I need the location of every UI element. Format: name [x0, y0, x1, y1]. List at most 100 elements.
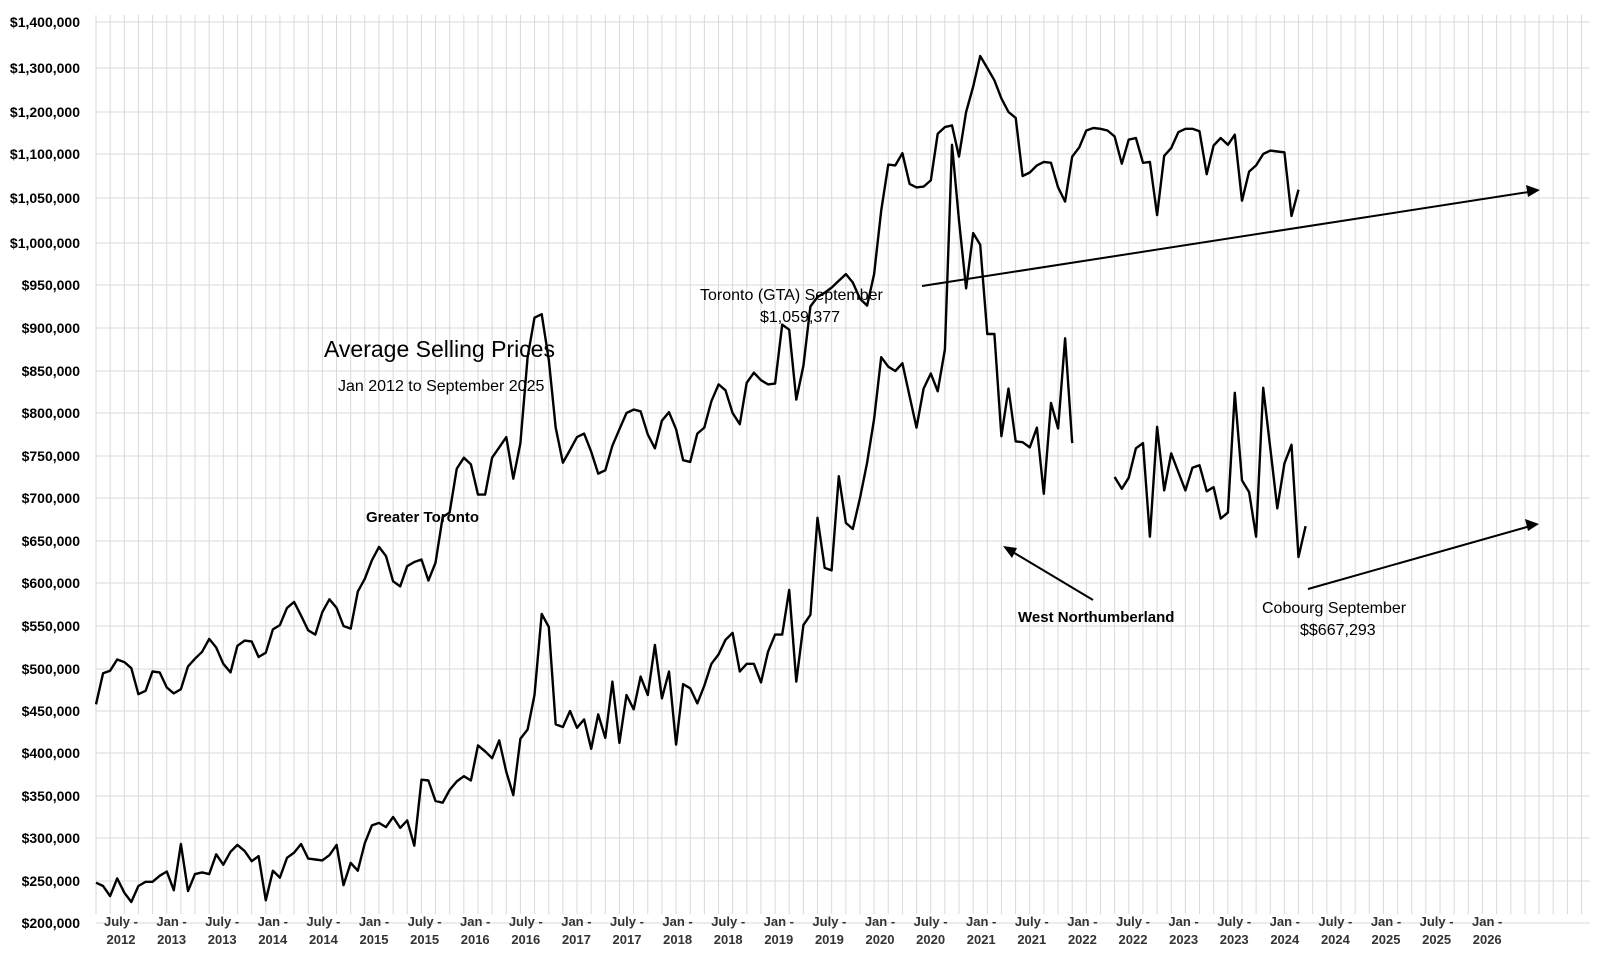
series-lines: [94, 54, 1307, 904]
x-tick-label: July -: [812, 914, 846, 929]
y-tick-label: $350,000: [22, 788, 81, 804]
x-tick-label: 2015: [410, 932, 439, 947]
west-northumberland-arrow: [1005, 547, 1094, 601]
x-tick-label: 2025: [1372, 932, 1401, 947]
x-tick-label: 2024: [1321, 932, 1351, 947]
x-tick-label: July -: [711, 914, 745, 929]
y-tick-label: $850,000: [22, 363, 81, 379]
y-tick-label: $550,000: [22, 618, 81, 634]
chart-subtitle: Jan 2012 to September 2025: [338, 378, 544, 395]
y-tick-label: $1,200,000: [10, 104, 80, 120]
x-tick-label: Jan -: [359, 914, 389, 929]
x-tick-label: 2018: [663, 932, 692, 947]
x-tick-label: July -: [408, 914, 442, 929]
x-tick-label: 2016: [511, 932, 540, 947]
x-tick-label: 2021: [1017, 932, 1046, 947]
x-tick-label: July -: [1015, 914, 1049, 929]
x-tick-label: Jan -: [865, 914, 895, 929]
y-tick-label: $300,000: [22, 830, 81, 846]
x-tick-label: 2013: [208, 932, 237, 947]
x-tick-label: Jan -: [561, 914, 591, 929]
x-tick-label: Jan -: [460, 914, 490, 929]
west-northumberland-label: West Northumberland: [1018, 609, 1174, 626]
x-tick-label: Jan -: [258, 914, 288, 929]
y-tick-label: $750,000: [22, 448, 81, 464]
y-tick-label: $1,100,000: [10, 146, 80, 162]
x-tick-label: Jan -: [764, 914, 794, 929]
cobourg-callout-arrow: [1307, 524, 1535, 590]
y-tick-label: $1,050,000: [10, 190, 80, 206]
y-tick-label: $1,000,000: [10, 235, 80, 251]
x-tick-label: Jan -: [156, 914, 186, 929]
arrows: [921, 185, 1540, 601]
chart-title: Average Selling Prices: [324, 336, 555, 362]
y-axis: $200,000 $250,000 $300,000 $350,000 $400,000…: [10, 14, 80, 931]
x-tick-label: July -: [306, 914, 340, 929]
y-tick-label: $900,000: [22, 320, 81, 336]
x-tick-label: July -: [914, 914, 948, 929]
series-line-west-northumberland: [95, 143, 1074, 904]
y-tick-label: $700,000: [22, 490, 81, 506]
x-tick-label: 2019: [764, 932, 793, 947]
series-line-west-northumberland: [1113, 386, 1307, 559]
x-tick-label: Jan -: [662, 914, 692, 929]
series-line-greater-toronto: [94, 54, 1300, 705]
y-tick-label: $800,000: [22, 405, 81, 421]
x-tick-label: July -: [1318, 914, 1352, 929]
y-tick-label: $650,000: [22, 533, 81, 549]
x-tick-label: 2015: [360, 932, 389, 947]
y-tick-label: $450,000: [22, 703, 81, 719]
toronto-callout-line2: $1,059,377: [760, 309, 840, 326]
y-tick-label: $1,300,000: [10, 60, 80, 76]
x-tick-label: 2022: [1068, 932, 1097, 947]
y-tick-label: $1,400,000: [10, 14, 80, 30]
x-tick-label: 2012: [107, 932, 136, 947]
x-tick-label: 2018: [714, 932, 743, 947]
y-tick-label: $200,000: [22, 915, 81, 931]
x-tick-label: 2023: [1220, 932, 1249, 947]
toronto-callout-arrowhead: [1526, 185, 1540, 197]
x-tick-label: 2014: [258, 932, 288, 947]
x-tick-label: 2014: [309, 932, 339, 947]
x-axis: July - 2012 Jan - 2013 July - 2013 Jan - 2014 Ju…: [104, 914, 1502, 947]
x-tick-label: 2021: [967, 932, 996, 947]
x-tick-label: July -: [104, 914, 138, 929]
x-tick-label: Jan -: [1371, 914, 1401, 929]
x-tick-label: 2017: [562, 932, 591, 947]
x-tick-label: 2022: [1119, 932, 1148, 947]
x-tick-label: July -: [1420, 914, 1454, 929]
x-tick-label: 2019: [815, 932, 844, 947]
y-tick-label: $600,000: [22, 575, 81, 591]
x-tick-label: Jan -: [1067, 914, 1097, 929]
toronto-callout-line1: Toronto (GTA) September: [700, 287, 884, 304]
x-tick-label: Jan -: [966, 914, 996, 929]
x-tick-label: Jan -: [1472, 914, 1502, 929]
x-tick-label: July -: [205, 914, 239, 929]
grid: [95, 15, 1590, 924]
x-tick-label: Jan -: [1270, 914, 1300, 929]
x-tick-label: 2026: [1473, 932, 1502, 947]
x-tick-label: 2020: [866, 932, 895, 947]
y-tick-label: $400,000: [22, 745, 81, 761]
cobourg-callout-arrowhead: [1525, 519, 1539, 531]
x-tick-label: July -: [1116, 914, 1150, 929]
x-tick-label: 2017: [613, 932, 642, 947]
y-tick-label: $250,000: [22, 873, 81, 889]
x-tick-label: Jan -: [1168, 914, 1198, 929]
x-tick-label: 2020: [916, 932, 945, 947]
x-tick-label: 2013: [157, 932, 186, 947]
x-tick-label: 2024: [1270, 932, 1300, 947]
x-tick-label: July -: [610, 914, 644, 929]
x-tick-label: 2025: [1422, 932, 1451, 947]
y-tick-label: $500,000: [22, 661, 81, 677]
west-northumberland-arrowhead: [1003, 546, 1017, 558]
greater-toronto-label: Greater Toronto: [366, 509, 479, 526]
cobourg-callout-line2: $$667,293: [1300, 622, 1376, 639]
x-tick-label: 2023: [1169, 932, 1198, 947]
x-tick-label: July -: [509, 914, 543, 929]
x-tick-label: 2016: [461, 932, 490, 947]
y-tick-label: $950,000: [22, 277, 81, 293]
toronto-callout-arrow: [921, 190, 1536, 287]
